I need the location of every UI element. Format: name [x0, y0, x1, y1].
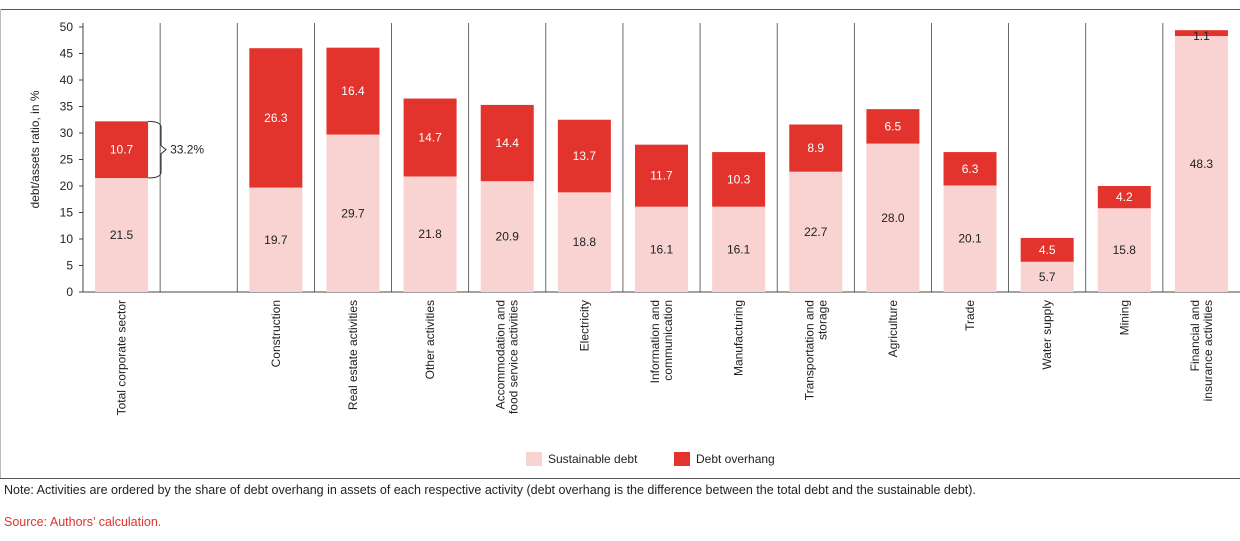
bar-sustainable-debt [95, 178, 149, 292]
y-tick-label: 35 [60, 100, 74, 114]
bar-label-sustainable-debt: 21.8 [418, 227, 442, 241]
bar-debt-overhang [557, 119, 611, 193]
bar-debt-overhang [635, 144, 688, 207]
bar-label-sustainable-debt: 20.9 [496, 230, 520, 244]
x-category-label: Mining [1117, 300, 1131, 335]
bar-sustainable-debt [1020, 261, 1074, 292]
bar-debt-overhang [480, 104, 534, 182]
y-tick-label: 45 [60, 47, 74, 61]
chart-frame-bottom [0, 478, 1240, 479]
y-tick-label: 30 [60, 126, 74, 140]
bar-sustainable-debt [249, 187, 303, 292]
x-category-label: Transportation and [802, 300, 816, 400]
bar-label-debt-overhang: 6.5 [885, 119, 902, 133]
x-category-label: Electricity [577, 300, 591, 351]
bar-sustainable-debt [712, 206, 766, 292]
bar-debt-overhang [1020, 237, 1074, 262]
bar-debt-overhang [1174, 30, 1228, 37]
bar-label-sustainable-debt: 48.3 [1190, 157, 1214, 171]
bar-sustainable-debt [403, 176, 457, 292]
total-annotation-bracket [148, 120, 167, 179]
y-axis-title: debt/assets ratio, in % [28, 90, 42, 208]
x-category-label: communication [661, 300, 675, 381]
bar-sustainable-debt [326, 134, 380, 292]
x-category-label: Construction [269, 300, 283, 367]
bar-label-debt-overhang: 4.2 [1116, 190, 1133, 204]
bar-label-sustainable-debt: 21.5 [110, 228, 134, 242]
x-category-label: insurance activities [1201, 300, 1215, 401]
x-category-label: Agriculture [886, 300, 900, 358]
bar-label-sustainable-debt: 18.8 [573, 235, 597, 249]
bar-label-debt-overhang: 14.4 [496, 136, 520, 150]
bar-debt-overhang [943, 152, 997, 186]
bar-label-sustainable-debt: 22.7 [804, 225, 828, 239]
total-annotation-label: 33.2% [170, 143, 204, 157]
bar-debt-overhang [789, 124, 843, 172]
bar-label-debt-overhang: 10.3 [727, 172, 751, 186]
bar-label-sustainable-debt: 16.1 [727, 242, 751, 256]
bar-sustainable-debt [557, 192, 611, 292]
bar-debt-overhang [712, 152, 766, 207]
bar-sustainable-debt [635, 206, 688, 292]
y-tick-label: 10 [60, 232, 74, 246]
y-tick-label: 40 [60, 73, 74, 87]
x-category-label: Financial and [1188, 300, 1202, 371]
x-category-label: food service activities [507, 300, 521, 414]
bar-label-debt-overhang: 16.4 [341, 84, 365, 98]
bar-debt-overhang [1097, 186, 1151, 209]
x-category-label: Trade [963, 300, 977, 331]
y-tick-label: 15 [60, 206, 74, 220]
bar-label-debt-overhang: 6.3 [962, 162, 979, 176]
chart-note: Note: Activities are ordered by the shar… [4, 483, 976, 497]
x-category-label: Information and [648, 300, 662, 383]
bar-sustainable-debt [943, 185, 997, 292]
bar-sustainable-debt [789, 171, 843, 292]
y-tick-label: 20 [60, 179, 74, 193]
bar-label-sustainable-debt: 15.8 [1113, 243, 1137, 257]
bar-sustainable-debt [866, 143, 920, 292]
x-category-label: Other activities [423, 300, 437, 379]
bar-label-debt-overhang: 4.5 [1039, 243, 1056, 257]
bar-label-debt-overhang: 13.7 [573, 149, 597, 163]
bar-label-sustainable-debt: 5.7 [1039, 270, 1056, 284]
x-category-label: Real estate activities [346, 300, 360, 410]
bar-label-debt-overhang: 10.7 [110, 143, 134, 157]
bar-label-debt-overhang: 1.1 [1193, 29, 1210, 43]
chart-frame-top [0, 9, 1240, 10]
bar-sustainable-debt [1174, 36, 1228, 293]
bar-label-debt-overhang: 14.7 [418, 131, 442, 145]
bar-label-sustainable-debt: 19.7 [264, 233, 288, 247]
bar-debt-overhang [95, 121, 149, 179]
bar-label-sustainable-debt: 16.1 [650, 242, 674, 256]
chart-source: Source: Authors’ calculation. [4, 515, 162, 529]
legend-swatch-sustainable-debt [526, 452, 542, 466]
bar-debt-overhang [326, 47, 380, 135]
bar-sustainable-debt [1097, 208, 1151, 292]
bar-debt-overhang [403, 98, 457, 177]
stacked-bar-chart: debt/assets ratio, in % 0 5 10 15 20 25 30 35 40 4… [28, 20, 1240, 466]
bar-debt-overhang [249, 48, 303, 188]
bar-label-debt-overhang: 11.7 [650, 169, 673, 183]
y-tick-label: 25 [60, 153, 74, 167]
bar-debt-overhang [866, 109, 920, 144]
y-tick-label: 5 [66, 259, 73, 273]
bar-label-debt-overhang: 26.3 [264, 111, 288, 125]
x-category-label: Manufacturing [732, 300, 746, 376]
legend-label-debt-overhang: Debt overhang [696, 452, 775, 466]
legend-label-sustainable-debt: Sustainable debt [548, 452, 638, 466]
y-tick-label: 50 [60, 20, 74, 34]
chart-frame-left [0, 9, 1, 479]
bar-sustainable-debt [480, 181, 534, 292]
x-category-label: Water supply [1040, 300, 1054, 370]
bar-label-sustainable-debt: 29.7 [341, 206, 365, 220]
x-category-label: Accommodation and [494, 300, 508, 409]
bar-label-sustainable-debt: 28.0 [881, 211, 905, 225]
bar-label-sustainable-debt: 20.1 [958, 232, 982, 246]
legend-swatch-debt-overhang [674, 452, 690, 466]
x-category-label: storage [815, 300, 829, 340]
bar-label-debt-overhang: 8.9 [807, 141, 824, 155]
x-category-label: Total corporate sector [115, 300, 129, 415]
y-tick-label: 0 [66, 285, 73, 299]
